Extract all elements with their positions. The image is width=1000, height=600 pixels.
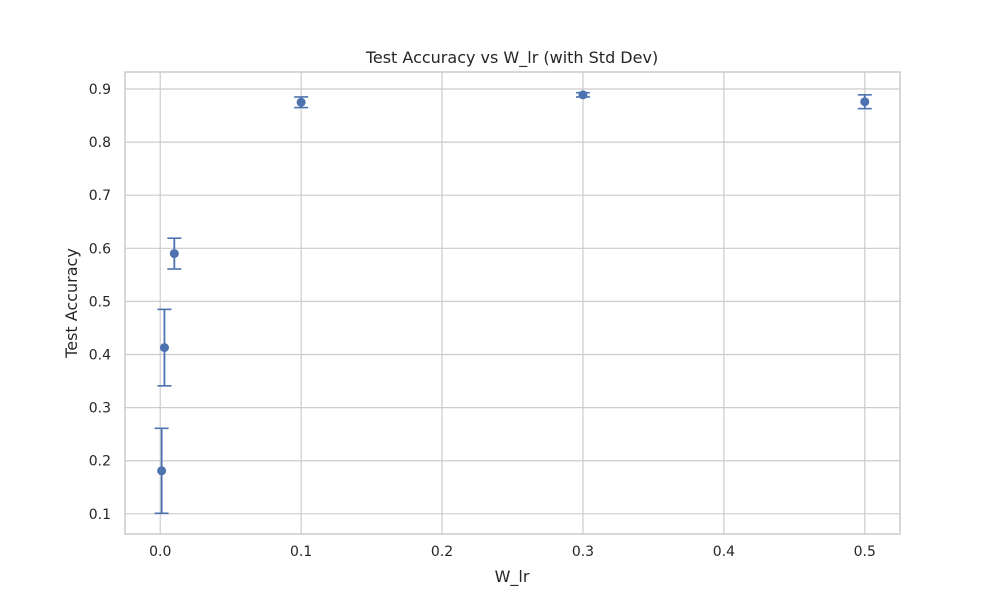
y-tick-label: 0.9: [89, 82, 111, 98]
y-tick-label: 0.7: [89, 188, 111, 204]
x-tick-label: 0.2: [431, 544, 453, 560]
y-tick-labels: 0.1 0.2 0.3 0.4 0.5 0.6 0.7 0.8 0.9: [89, 82, 111, 523]
data-point: [296, 97, 306, 107]
y-tick-label: 0.3: [89, 401, 111, 417]
data-point: [860, 97, 870, 107]
y-axis-label: Test Accuracy: [62, 248, 81, 359]
data-points: [154, 90, 872, 515]
plot-frame: [124, 71, 901, 535]
chart-title: Test Accuracy vs W_lr (with Std Dev): [365, 48, 658, 68]
data-point: [159, 343, 169, 353]
y-tick-label: 0.4: [89, 348, 111, 364]
x-tick-labels: 0.0 0.1 0.2 0.3 0.4 0.5: [149, 544, 876, 560]
y-tick-label: 0.2: [89, 454, 111, 470]
x-tick-label: 0.0: [149, 544, 171, 560]
data-point: [169, 249, 179, 259]
x-tick-label: 0.4: [713, 544, 735, 560]
x-axis-label: W_lr: [495, 567, 530, 587]
x-tick-label: 0.5: [854, 544, 876, 560]
y-tick-label: 0.5: [89, 294, 111, 310]
x-tick-label: 0.1: [290, 544, 312, 560]
y-tick-label: 0.1: [89, 507, 111, 523]
grid-lines: [125, 72, 900, 534]
x-tick-label: 0.3: [572, 544, 594, 560]
y-tick-label: 0.8: [89, 135, 111, 151]
y-tick-label: 0.6: [89, 241, 111, 257]
data-point: [578, 90, 588, 100]
data-point: [157, 466, 167, 476]
